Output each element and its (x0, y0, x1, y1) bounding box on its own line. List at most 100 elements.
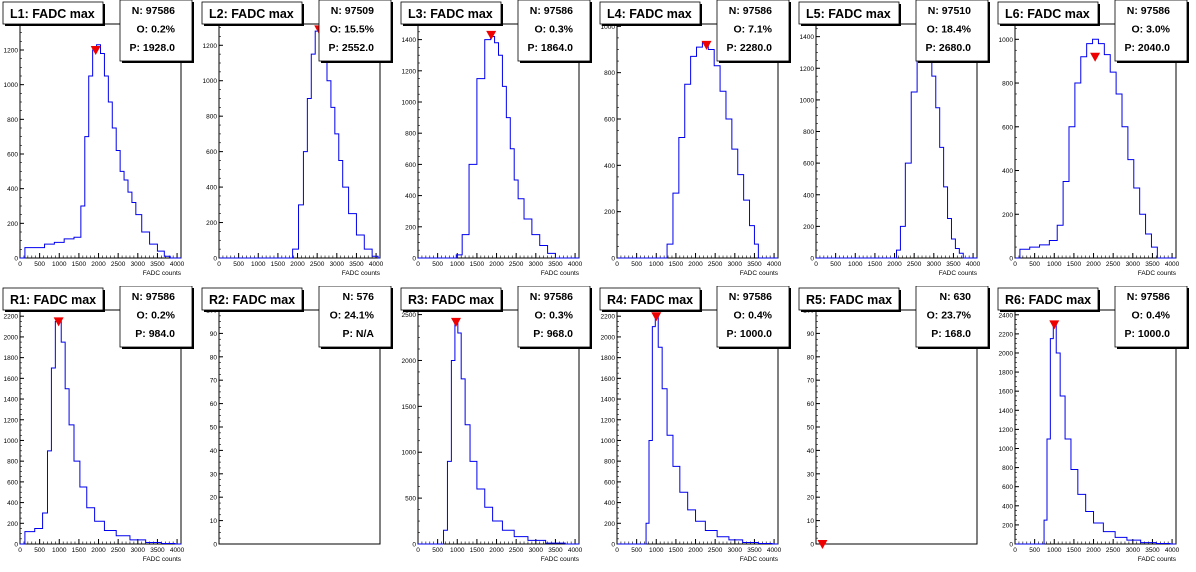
x-tick-label: 0 (615, 547, 619, 554)
y-tick-label: 1400 (402, 37, 417, 44)
y-tick-label: 400 (1002, 168, 1013, 175)
y-tick-label: 600 (803, 161, 814, 168)
stats-box (915, 0, 989, 62)
x-tick-label: 1000 (649, 547, 664, 554)
y-tick-label: 500 (405, 496, 416, 503)
stats-o-value: O: 23.7% (927, 310, 972, 322)
x-tick-label: 2500 (708, 547, 723, 554)
title-box (599, 287, 701, 311)
y-tick-label: 1800 (601, 355, 616, 362)
title-box (2, 287, 104, 311)
y-tick-label: 1000 (999, 446, 1014, 453)
y-tick-label: 1400 (800, 34, 815, 41)
stats-o-value: O: 0.2% (136, 310, 175, 322)
x-tick-label: 3500 (747, 547, 762, 554)
x-tick-label: 0 (217, 261, 221, 268)
x-tick-label: 3000 (131, 261, 146, 268)
x-tick-label: 0 (416, 261, 420, 268)
chart-title: R5: FADC max (806, 293, 892, 307)
stats-box (915, 286, 989, 348)
stats-p-value: P: 2552.0 (328, 42, 374, 54)
stats-p-value: P: 1000.0 (726, 328, 772, 340)
y-tick-label: 1200 (601, 417, 616, 424)
y-tick-label: 1200 (999, 427, 1014, 434)
x-tick-label: 500 (1029, 261, 1040, 268)
histogram-pad: 0 200 400 600 800 1000 1200 0 500 1000 1500 2000 250… (2, 0, 194, 277)
x-tick-label: 3500 (946, 261, 961, 268)
x-tick-label: 2000 (688, 547, 703, 554)
y-tick-label: 1800 (4, 355, 19, 362)
stats-o-value: O: 7.1% (733, 24, 772, 36)
y-tick-label: 2200 (999, 331, 1014, 338)
x-tick-label: 4000 (1165, 261, 1180, 268)
y-tick-label: 200 (405, 224, 416, 231)
y-tick-label: 10 (210, 518, 218, 525)
histogram-series (20, 320, 181, 545)
y-tick-label: 20 (807, 495, 815, 502)
x-tick-label: 3500 (1145, 547, 1160, 554)
x-tick-label: 1000 (251, 261, 266, 268)
x-tick-label: 1500 (72, 547, 87, 554)
chart-title: L2: FADC max (209, 7, 294, 21)
x-tick-label: 1500 (669, 261, 684, 268)
y-tick-label: 800 (7, 117, 18, 124)
title-box (599, 1, 701, 25)
stats-n-value: N: 97586 (729, 5, 772, 17)
stats-n-value: N: 97586 (729, 291, 772, 303)
x-tick-label: 1500 (271, 261, 286, 268)
x-tick-label: 3500 (150, 547, 165, 554)
chart-title: L6: FADC max (1005, 7, 1090, 21)
y-tick-label: 0 (611, 542, 615, 549)
x-tick-label: 3500 (548, 261, 563, 268)
y-tick-label: 1600 (601, 376, 616, 383)
x-axis-label: FADC counts (143, 556, 182, 563)
x-tick-label: 2000 (1086, 261, 1101, 268)
y-tick-label: 10 (807, 518, 815, 525)
y-tick-label: 0 (810, 542, 814, 549)
y-tick-label: 400 (7, 500, 18, 507)
title-box (201, 1, 303, 25)
title-box (997, 1, 1099, 25)
y-tick-label: 400 (206, 185, 217, 192)
y-tick-label: 1600 (4, 376, 19, 383)
x-tick-label: 4000 (170, 547, 185, 554)
x-tick-label: 2500 (1106, 261, 1121, 268)
x-tick-label: 2000 (887, 261, 902, 268)
chart-title: L4: FADC max (607, 7, 692, 21)
stats-o-value: O: 0.4% (1131, 310, 1170, 322)
x-tick-label: 1000 (52, 261, 67, 268)
x-tick-label: 1000 (450, 261, 465, 268)
title-box (798, 1, 900, 25)
stats-n-value: N: 97509 (331, 5, 374, 17)
x-tick-label: 0 (814, 261, 818, 268)
y-tick-label: 0 (1009, 256, 1013, 263)
stats-n-value: N: 97586 (530, 291, 573, 303)
y-tick-label: 200 (1002, 522, 1013, 529)
stats-box (318, 286, 392, 348)
y-tick-label: 0 (213, 256, 217, 263)
stats-p-value: P: 2280.0 (726, 42, 772, 54)
chart-title: R1: FADC max (10, 293, 96, 307)
x-axis-label: FADC counts (342, 270, 381, 277)
x-tick-label: 4000 (568, 547, 583, 554)
y-tick-label: 30 (807, 471, 815, 478)
y-tick-label: 1000 (402, 450, 417, 457)
peak-marker (817, 540, 828, 549)
peak-marker (486, 30, 497, 40)
stats-p-value: P: 1864.0 (527, 42, 573, 54)
peak-marker (451, 317, 462, 327)
stats-o-value: O: 18.4% (927, 24, 972, 36)
chart-title: L5: FADC max (806, 7, 891, 21)
x-axis-label: FADC counts (1138, 556, 1177, 563)
title-box (997, 287, 1099, 311)
y-tick-label: 1000 (4, 438, 19, 445)
x-tick-label: 1000 (848, 261, 863, 268)
x-tick-label: 3000 (728, 547, 743, 554)
y-tick-label: 600 (1002, 484, 1013, 491)
y-tick-label: 1200 (203, 43, 218, 50)
stats-p-value: P: N/A (343, 328, 375, 340)
y-tick-label: 60 (807, 401, 815, 408)
y-tick-label: 600 (405, 162, 416, 169)
y-tick-label: 2400 (999, 312, 1014, 319)
